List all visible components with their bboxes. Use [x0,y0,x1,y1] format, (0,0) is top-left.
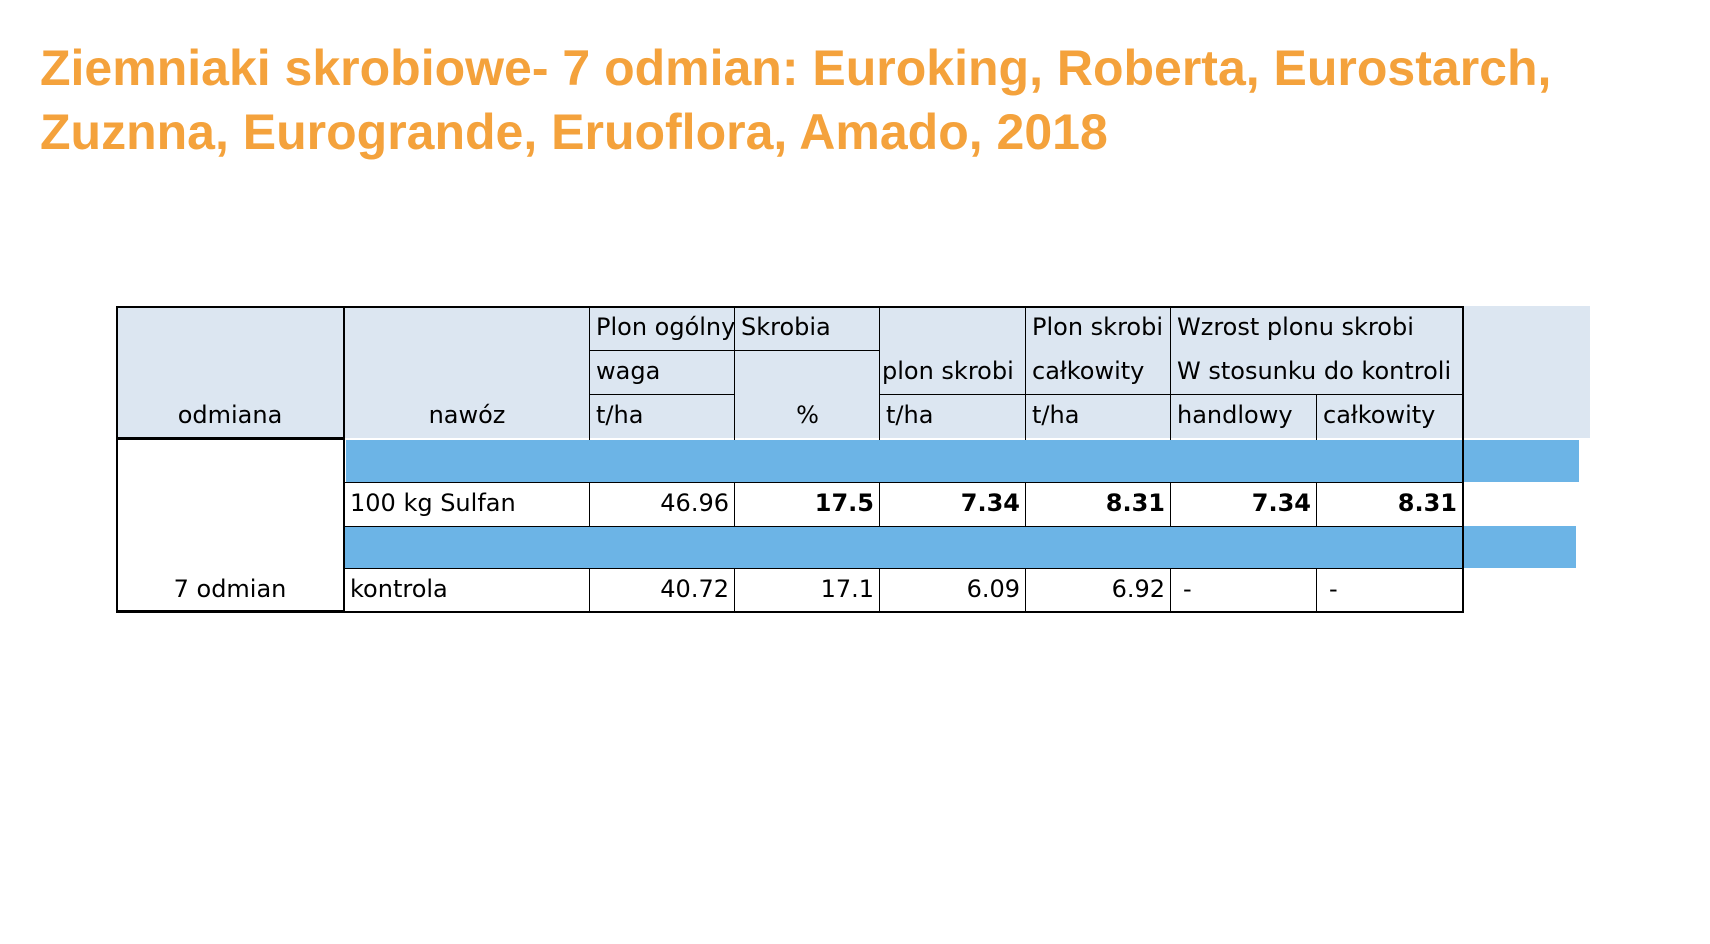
header-calk-unit: t/ha [1032,401,1080,429]
header-plon-unit: t/ha [596,401,644,429]
vline-2-row-1 [734,482,735,526]
header-waga: waga [596,357,661,385]
hline-plon-unit [589,394,735,395]
border-bottom [116,611,1464,613]
vline-5-header [1170,306,1171,440]
row-2-nawoz: kontrola [350,575,448,603]
header-wzrost: Wzrost plonu skrobi [1177,313,1414,341]
divider-odmiana [343,306,345,613]
row-1-skrobia: 17.5 [814,489,874,517]
page-title: Ziemniaki skrobiowe- 7 odmian: Euroking,… [40,36,1680,164]
header-stosunek: W stosunku do kontroli [1177,357,1452,385]
hline-skrobia [734,350,880,351]
vline-6-row-2 [1316,568,1317,612]
row-2-plon: 40.72 [660,575,729,603]
row-2-wzrost-calkowity: - [1329,575,1338,603]
header-plon-ogolny: Plon ogólny [596,313,735,341]
vline-6-row-1 [1316,482,1317,526]
vline-3-row-2 [879,568,880,612]
header-skrobia: Skrobia [741,313,831,341]
vline-2-row-2 [734,568,735,612]
row-2-wzrost-handlowy: - [1183,575,1192,603]
band-row-1 [346,440,1579,482]
hline-row-1-bottom [344,526,1464,527]
band-row-2 [344,526,1576,568]
vline-4-row-2 [1025,568,1026,612]
header-bg-nawoz [344,306,590,438]
row-1-wzrost-calkowity: 8.31 [1397,489,1457,517]
header-skrobia-unit: % [796,401,819,429]
vline-5-row-2 [1170,568,1171,612]
hline-row-1-top [344,482,1464,483]
row-1-wzrost-handlowy: 7.34 [1251,489,1311,517]
header-wzrost-calkowity: całkowity [1323,401,1436,429]
border-left [116,306,118,613]
header-plon-skrobi-calk: Plon skrobi [1032,313,1163,341]
vline-4-row-1 [1025,482,1026,526]
vline-4-header [1025,306,1026,440]
header-calkowity: całkowity [1032,357,1145,385]
vline-1-row-1 [589,482,590,526]
title-line-1: Ziemniaki skrobiowe- 7 odmian: Euroking,… [40,40,1552,96]
header-odmiana: odmiana [177,401,283,429]
header-bg-values [590,306,1590,438]
row-1-plon-skrobi: 7.34 [960,489,1020,517]
hline-wzrost [1170,394,1464,395]
vline-2-header [734,306,735,440]
vline-6-header [1316,394,1317,440]
hline-plon-skrobi [879,394,1026,395]
hline-waga [589,350,735,351]
border-top [116,306,1464,308]
border-right [1462,306,1464,613]
vline-1-row-2 [589,568,590,612]
hline-calk [1025,394,1171,395]
vline-3-header [879,306,880,440]
header-handlowy: handlowy [1177,401,1293,429]
vline-3-row-1 [879,482,880,526]
header-plon-skrobi: plon skrobi [882,357,1014,385]
row-1-nawoz: 100 kg Sulfan [350,489,516,517]
title-line-2: Zuznna, Eurogrande, Eruoflora, Amado, 20… [40,104,1108,160]
row-2-plon-skrobi: 6.09 [966,575,1020,603]
row-1-plon: 46.96 [660,489,729,517]
header-plon-skrobi-unit: t/ha [886,401,934,429]
row-2-skrobia: 17.1 [820,575,874,603]
vline-1-header [589,306,590,440]
vline-5-row-1 [1170,482,1171,526]
divider-odmiana-bottom [116,610,344,613]
hline-row-2-top [344,568,1464,569]
row-2-plon-calk: 6.92 [1111,575,1165,603]
group-label: 7 odmian [173,575,287,603]
header-nawoz: nawóz [428,401,506,429]
header-bg-odmiana [116,306,344,438]
divider-odmiana-header [116,437,344,440]
row-1-plon-calk: 8.31 [1105,489,1165,517]
